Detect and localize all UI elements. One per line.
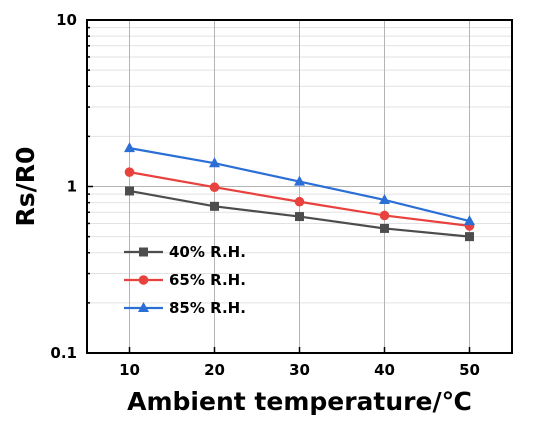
data-point (295, 212, 304, 222)
legend-marker (139, 247, 148, 257)
legend-item: 40% R.H. (124, 243, 246, 261)
series-layer (124, 142, 475, 242)
y-tick-label: 0.1 (50, 344, 77, 362)
x-tick-label: 30 (289, 361, 310, 379)
legend-label: 40% R.H. (169, 243, 246, 261)
x-tick-label: 50 (459, 361, 480, 379)
legend-marker (138, 275, 149, 285)
axis-ticks: 0.1 1 10 10 20 30 40 50 (50, 11, 480, 379)
data-point (210, 201, 219, 211)
data-point (464, 215, 475, 226)
y-tick-label: 10 (56, 11, 77, 29)
legend-item: 65% R.H. (124, 271, 246, 289)
x-tick-label: 40 (374, 361, 395, 379)
data-point (380, 223, 389, 233)
data-point (379, 193, 390, 204)
legend-label: 85% R.H. (169, 299, 246, 317)
data-point (125, 186, 134, 196)
data-point (294, 175, 305, 186)
x-axis-title: Ambient temperature/℃ (127, 387, 472, 416)
legend-marker (138, 302, 149, 312)
grid (87, 20, 512, 354)
data-point (209, 157, 220, 168)
data-point (124, 142, 135, 153)
data-point (124, 167, 135, 177)
data-point (294, 196, 305, 207)
legend-item: 85% R.H. (124, 299, 246, 317)
x-tick-label: 10 (119, 361, 140, 379)
x-tick-label: 20 (204, 361, 225, 379)
series-3 (124, 142, 475, 226)
series-1 (125, 186, 474, 242)
legend: 40% R.H. 65% R.H. 85% R.H. (124, 243, 246, 317)
data-point (209, 182, 220, 193)
y-axis-title: Rs/R0 (11, 147, 40, 227)
legend-label: 65% R.H. (169, 271, 246, 289)
series-2 (124, 167, 475, 231)
data-point (465, 232, 474, 242)
y-tick-label: 1 (67, 178, 77, 196)
data-point (379, 210, 390, 221)
